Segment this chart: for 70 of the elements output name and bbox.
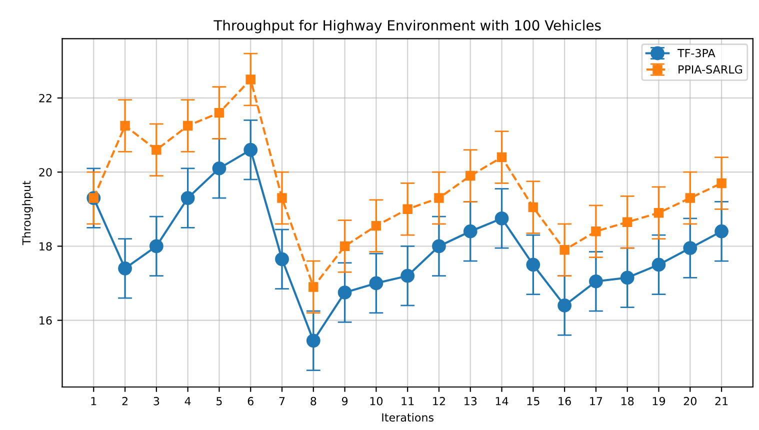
point (308, 282, 318, 292)
x-tick-label: 13 (464, 396, 477, 406)
x-tick-label: 8 (310, 396, 316, 406)
x-tick-label: 21 (715, 396, 728, 406)
point (371, 220, 382, 231)
point (652, 258, 666, 272)
y-axis-title: Throughput (22, 180, 33, 246)
x-tick-label: 15 (527, 397, 540, 406)
x-tick-label: 11 (402, 397, 414, 406)
point (558, 298, 572, 312)
point (528, 202, 538, 212)
point (246, 74, 256, 84)
x-tick-label: 1 (91, 397, 96, 406)
point (340, 241, 350, 252)
x-tick-label: 5 (216, 397, 222, 406)
point (716, 178, 726, 188)
legend-label: TF-3PA (677, 48, 716, 58)
point (120, 120, 130, 131)
x-tick-label: 7 (279, 397, 285, 406)
point (214, 108, 224, 118)
legend-label: PPIA-SARLG (678, 65, 742, 74)
point (244, 142, 258, 157)
y-tick-label: 18 (40, 242, 52, 251)
x-axis-title: Iterations (382, 413, 434, 422)
point (654, 208, 664, 218)
x-tick-label: 18 (622, 396, 634, 406)
point (496, 152, 507, 162)
x-tick-label: 14 (496, 397, 508, 406)
point (434, 193, 444, 203)
point (400, 268, 415, 283)
point (338, 286, 352, 300)
point (463, 224, 478, 238)
x-tick-label: 3 (154, 396, 160, 406)
point (526, 258, 540, 272)
x-tick-label: 2 (122, 396, 128, 406)
point (369, 276, 384, 290)
y-tick-label: 20 (39, 168, 52, 176)
point (589, 274, 603, 288)
y-tick-label: 22 (39, 94, 52, 102)
point (277, 193, 287, 203)
x-tick-label: 17 (590, 397, 602, 406)
point (432, 239, 446, 254)
x-tick-label: 20 (684, 396, 696, 406)
y-tick-label: 16 (40, 316, 52, 325)
chart-title: Throughput for Highway Environment with 100 Vehicles (214, 20, 601, 34)
point (306, 334, 320, 348)
point (152, 145, 162, 155)
point (466, 170, 476, 181)
point (683, 241, 698, 255)
x-tick-label: 16 (558, 396, 571, 406)
point (402, 204, 412, 214)
x-tick-label: 19 (652, 396, 666, 406)
point (212, 161, 226, 176)
point (620, 270, 634, 285)
x-tick-label: 12 (433, 396, 445, 406)
point (118, 261, 132, 276)
point (180, 191, 195, 205)
point (591, 226, 601, 236)
x-tick-label: 9 (342, 396, 348, 406)
point (275, 252, 289, 266)
point (714, 224, 728, 238)
point (149, 239, 164, 254)
x-tick-label: 4 (184, 397, 191, 406)
point (622, 217, 632, 227)
point (685, 193, 695, 203)
point (560, 245, 570, 255)
point (494, 211, 509, 226)
x-tick-label: 10 (370, 396, 383, 406)
x-tick-label: 6 (248, 396, 254, 406)
point (182, 120, 193, 131)
